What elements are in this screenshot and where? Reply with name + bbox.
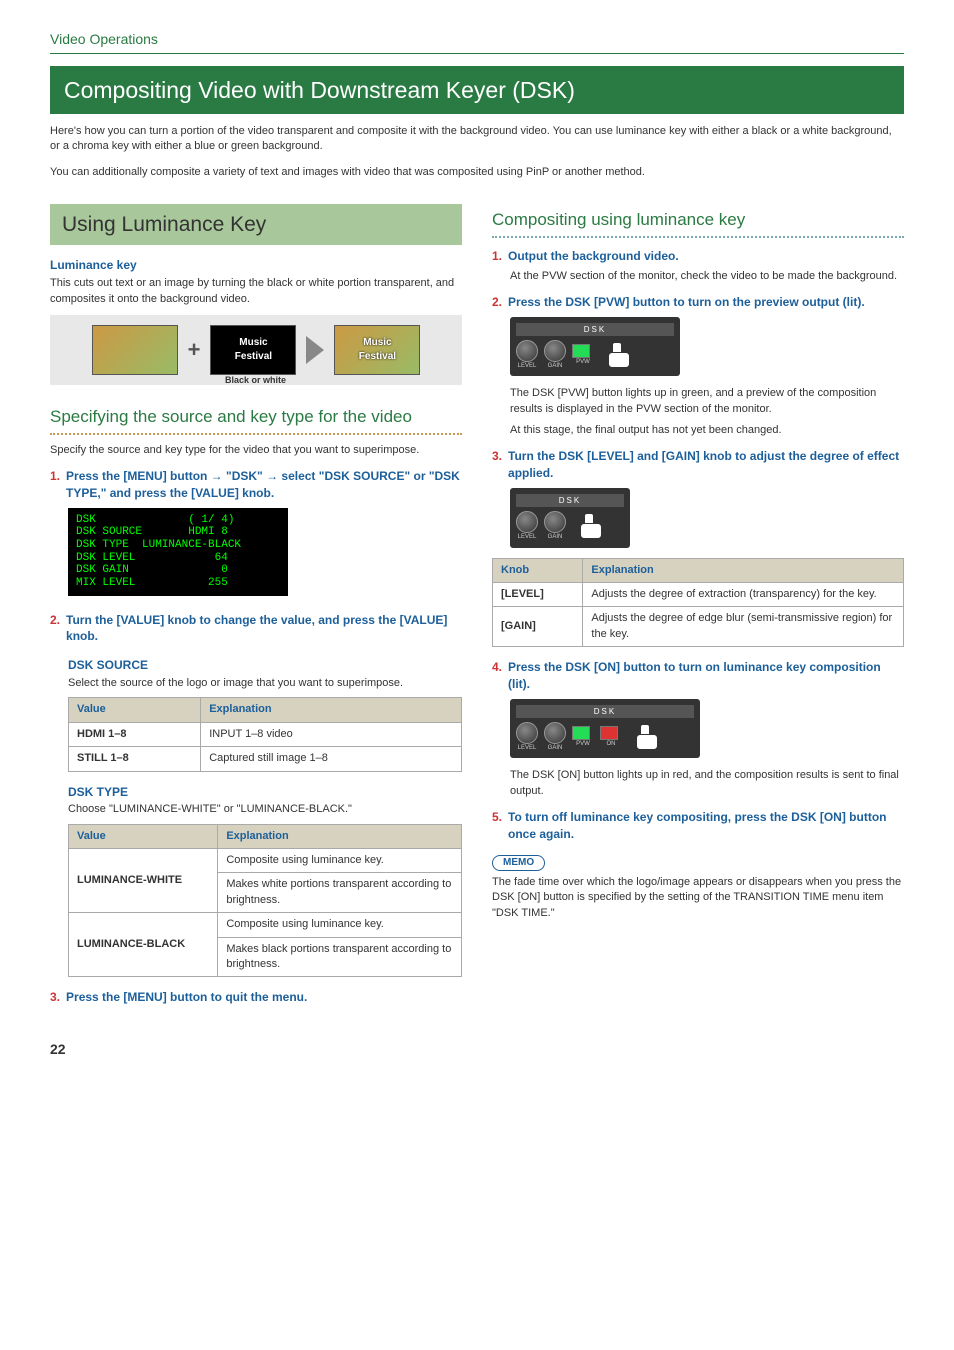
memo-body: The fade time over which the logo/image …	[492, 875, 904, 921]
th-value: Value	[69, 698, 201, 722]
dsk-panel-pvw: DSK LEVEL GAIN PVW	[510, 317, 680, 377]
dsk-type-heading: DSK TYPE	[68, 784, 462, 801]
section-label: Video Operations	[50, 30, 904, 54]
cell: Makes black portions transparent accordi…	[218, 937, 462, 977]
r-step-2-body1: The DSK [PVW] button lights up in green,…	[510, 386, 904, 417]
thumb-result: Music Festival	[334, 325, 420, 375]
dsk-source-table: ValueExplanation HDMI 1–8INPUT 1–8 video…	[68, 697, 462, 771]
knob-label: GAIN	[544, 362, 566, 370]
step-3-title: Press the [MENU] button to quit the menu…	[66, 989, 307, 1006]
r-step-3-num: 3.	[492, 448, 502, 482]
knob-gain	[544, 511, 566, 533]
dsk-panel-on: DSK LEVEL GAIN PVW ON	[510, 699, 700, 759]
r-step-4-num: 4.	[492, 659, 502, 693]
step-3-num: 3.	[50, 989, 60, 1006]
luminance-key-body: This cuts out text or an image by turnin…	[50, 276, 462, 307]
thumb-overlay: Music Festival	[210, 325, 296, 375]
knob-level	[516, 340, 538, 362]
step-2-title: Turn the [VALUE] knob to change the valu…	[66, 612, 462, 646]
dsk-panel-knobs: DSK LEVEL GAIN	[510, 488, 630, 548]
r-step-5-num: 5.	[492, 809, 502, 843]
cell: INPUT 1–8 video	[201, 722, 462, 746]
r-step-5-title: To turn off luminance key compositing, p…	[508, 809, 904, 843]
divider	[492, 236, 904, 238]
cell: [GAIN]	[493, 607, 583, 647]
dsk-type-table: ValueExplanation LUMINANCE-WHITEComposit…	[68, 824, 462, 978]
hand-icon	[632, 724, 662, 750]
panel-title: DSK	[516, 494, 624, 507]
r-step-2-body2: At this stage, the final output has not …	[510, 423, 904, 438]
th-expl: Explanation	[583, 558, 904, 582]
cell: LUMINANCE-WHITE	[69, 849, 218, 913]
r-step-3-title: Turn the DSK [LEVEL] and [GAIN] knob to …	[508, 448, 904, 482]
knob-label: GAIN	[544, 533, 566, 541]
cell: Makes white portions transparent accordi…	[218, 873, 462, 913]
hand-icon	[576, 513, 606, 539]
cell: Composite using luminance key.	[218, 913, 462, 937]
specify-body: Specify the source and key type for the …	[50, 443, 462, 458]
knob-label: GAIN	[544, 744, 566, 752]
plus-icon: +	[188, 335, 201, 366]
knob-label: LEVEL	[516, 533, 538, 541]
r-step-1-body: At the PVW section of the monitor, check…	[510, 269, 904, 284]
knob-level	[516, 511, 538, 533]
r-step-2-title: Press the DSK [PVW] button to turn on th…	[508, 294, 865, 311]
r-step-2-num: 2.	[492, 294, 502, 311]
th-value: Value	[69, 824, 218, 848]
cell: [LEVEL]	[493, 583, 583, 607]
step-1-title: Press the [MENU] button → "DSK" → select…	[66, 468, 462, 502]
knob-label: LEVEL	[516, 744, 538, 752]
cell: LUMINANCE-BLACK	[69, 913, 218, 977]
menu-screenshot: DSK ( 1/ 4) DSK SOURCE HDMI 8 DSK TYPE L…	[68, 508, 288, 596]
r-step-1-title: Output the background video.	[508, 248, 679, 265]
r-step-4-title: Press the DSK [ON] button to turn on lum…	[508, 659, 904, 693]
using-luminance-heading: Using Luminance Key	[50, 204, 462, 245]
black-or-white-label: Black or white	[225, 374, 286, 387]
knob-gain	[544, 340, 566, 362]
th-expl: Explanation	[201, 698, 462, 722]
divider	[50, 433, 462, 435]
cell: STILL 1–8	[69, 747, 201, 771]
r-step-1-num: 1.	[492, 248, 502, 265]
panel-title: DSK	[516, 323, 674, 336]
arrow-right-icon	[306, 336, 324, 364]
btn-label: ON	[600, 740, 622, 748]
cell: Composite using luminance key.	[218, 849, 462, 873]
knob-gain	[544, 722, 566, 744]
r-step-4-body: The DSK [ON] button lights up in red, an…	[510, 768, 904, 799]
page-number: 22	[50, 1040, 904, 1060]
knob-table: KnobExplanation [LEVEL]Adjusts the degre…	[492, 558, 904, 648]
step-2-num: 2.	[50, 612, 60, 646]
cell: Captured still image 1–8	[201, 747, 462, 771]
pvw-button	[572, 726, 590, 740]
luminance-key-label: Luminance key	[50, 257, 462, 274]
on-button	[600, 726, 618, 740]
main-heading: Compositing Video with Downstream Keyer …	[50, 66, 904, 114]
luminance-illustration: + Music Festival Music Festival Black or…	[50, 315, 462, 385]
pvw-button	[572, 344, 590, 358]
thumb-bg	[92, 325, 178, 375]
dsk-source-body: Select the source of the logo or image t…	[68, 676, 462, 691]
hand-icon	[604, 342, 634, 368]
cell: HDMI 1–8	[69, 722, 201, 746]
th-knob: Knob	[493, 558, 583, 582]
right-column: Compositing using luminance key 1. Outpu…	[492, 190, 904, 1010]
intro-2: You can additionally composite a variety…	[50, 165, 904, 180]
knob-label: LEVEL	[516, 362, 538, 370]
dsk-type-body: Choose "LUMINANCE-WHITE" or "LUMINANCE-B…	[68, 802, 462, 817]
compositing-heading: Compositing using luminance key	[492, 208, 904, 232]
intro-1: Here's how you can turn a portion of the…	[50, 124, 904, 155]
specifying-source-heading: Specifying the source and key type for t…	[50, 405, 462, 429]
step-1-num: 1.	[50, 468, 60, 502]
panel-title: DSK	[516, 705, 694, 718]
btn-label: PVW	[572, 740, 594, 748]
th-expl: Explanation	[218, 824, 462, 848]
knob-level	[516, 722, 538, 744]
memo-badge: MEMO	[492, 855, 545, 871]
dsk-source-heading: DSK SOURCE	[68, 657, 462, 674]
btn-label: PVW	[572, 358, 594, 366]
cell: Adjusts the degree of edge blur (semi-tr…	[583, 607, 904, 647]
left-column: Using Luminance Key Luminance key This c…	[50, 190, 462, 1010]
cell: Adjusts the degree of extraction (transp…	[583, 583, 904, 607]
